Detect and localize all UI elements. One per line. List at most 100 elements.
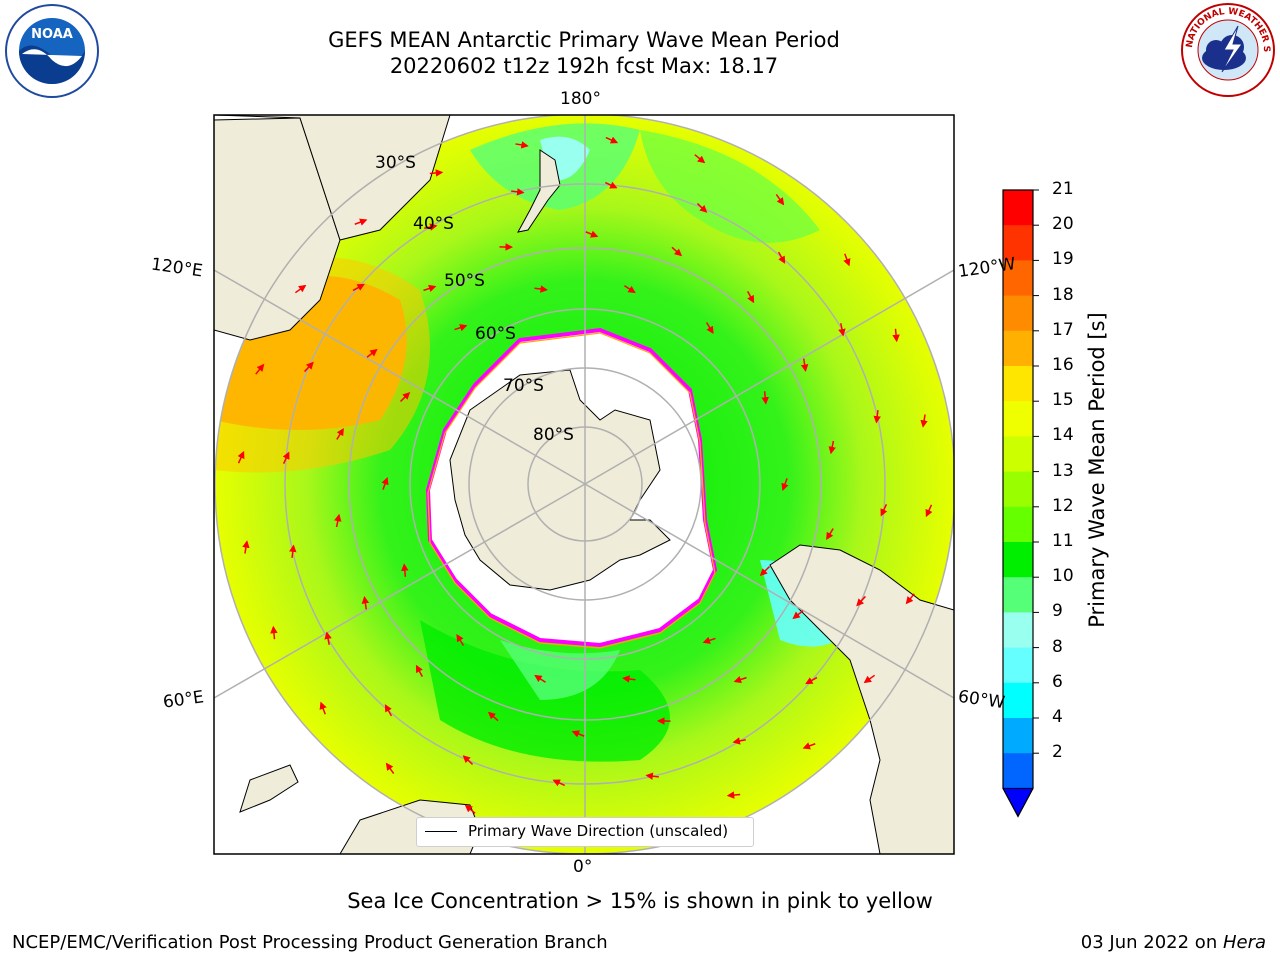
colorbar-tick-label: 14 [1052,425,1074,446]
wave-arrow [880,503,888,517]
colorbar-tick-label: 18 [1052,284,1074,305]
colorbar-segment [1003,330,1033,367]
wave-arrow [304,361,314,373]
chart-title: GEFS MEAN Antarctic Primary Wave Mean Pe… [328,28,840,52]
wave-arrow [352,283,365,292]
wave-arrow [800,358,809,372]
wave-arrow [873,410,881,424]
wave-arrow [863,674,876,684]
wave-arrow [843,253,851,267]
lat-label-50s: 50°S [444,271,485,291]
legend-label: Primary Wave Direction (unscaled) [468,822,729,840]
period-region [640,130,820,243]
wave-arrow [423,284,437,293]
wave-arrow [319,701,327,715]
chart-subtitle: 20220602 t12z 192h fcst Max: 18.17 [389,54,779,78]
map-legend: Primary Wave Direction (unscaled) [416,817,754,847]
colorbar [1002,189,1039,818]
wave-arrow [456,633,465,646]
wave-arrow [552,779,566,787]
wave-arrow [828,440,836,455]
colorbar-label: Primary Wave Mean Period [s] [1085,312,1109,628]
colorbar-segment [1003,295,1033,332]
wave-arrow [624,285,636,294]
colorbar-segment [1003,542,1033,578]
colorbar-segment [1003,366,1033,402]
lat-label-60s: 60°S [475,324,516,344]
colorbar-segment [1003,753,1033,789]
wave-arrow [925,504,933,518]
wave-arrow [237,450,245,464]
colorbar-tick-label: 12 [1052,495,1074,516]
colorbar-tick-label: 2 [1052,742,1063,763]
wave-arrow [571,730,585,738]
lon-label-0: 0° [573,857,593,877]
wave-arrow [826,528,834,541]
land-antarctica [449,369,671,591]
lat-label-30s: 30°S [375,153,416,173]
land-south-america [769,544,954,854]
wave-arrow [761,391,769,405]
colorbar-segment [1003,718,1033,754]
colorbar-segment [1003,225,1033,261]
wave-arrow [645,772,659,780]
wave-arrow [585,230,599,238]
colorbar-extend-triangle [1002,787,1034,818]
colorbar-tick-label: 10 [1052,566,1074,587]
wave-arrow [515,141,529,149]
colorbar-tick-label: 15 [1052,390,1074,411]
lat-label-70s: 70°S [503,376,544,396]
colorbar-segment [1003,401,1033,437]
wave-arrow [694,154,706,164]
map-frame [213,114,955,855]
colorbar-tick-label: 17 [1052,319,1074,340]
colorbar-segment [1003,682,1033,719]
wave-arrow [242,540,250,554]
wave-arrow [361,596,370,610]
wave-arrow [487,711,499,722]
colorbar-segment [1003,471,1033,508]
lat-label-40s: 40°S [413,214,454,234]
wave-arrow [255,363,265,375]
colorbar-segment [1003,190,1033,226]
wave-arrow [464,804,476,814]
lon-label-180: 180° [560,89,601,109]
wave-arrow [324,631,332,645]
colorbar-segment [1003,612,1033,649]
land-madagascar [239,764,299,813]
wave-arrow [802,742,816,750]
svg-text:NOAA: NOAA [31,27,73,42]
wave-arrow [605,136,619,144]
wave-arrow [905,593,915,605]
footer-date-text: 03 Jun 2022 on [1080,932,1223,953]
wave-direction-arrows [237,136,933,832]
wave-arrow [747,291,755,304]
wave-arrow [920,414,928,428]
wave-arrow [424,223,438,231]
wave-arrow [892,328,900,343]
wave-arrow [354,218,368,226]
colorbar-tick-label: 11 [1052,531,1074,551]
wave-arrow [454,324,468,332]
wave-arrow [534,674,546,683]
wave-arrow [289,544,297,558]
colorbar-segment [1003,506,1033,543]
wave-arrow [759,566,771,577]
colorbar-tick-label: 6 [1052,671,1063,692]
footer-credit: NCEP/EMC/Verification Post Processing Pr… [12,932,608,953]
colorbar-segment [1003,436,1033,473]
wave-arrow [604,181,618,189]
colorbar-tick-label: 4 [1052,707,1063,727]
wave-arrow [671,246,683,257]
wave-arrow [415,664,423,677]
wave-arrow [534,285,548,293]
wave-arrow [381,476,389,490]
sea-ice-note: Sea Ice Concentration > 15% is shown in … [347,889,933,913]
wave-arrow [385,762,395,775]
colorbar-tick-label: 19 [1052,249,1074,270]
period-region [500,640,620,700]
wave-arrow [622,675,636,683]
colorbar-tick-label: 9 [1052,601,1063,622]
footer-machine: Hera [1222,932,1266,953]
